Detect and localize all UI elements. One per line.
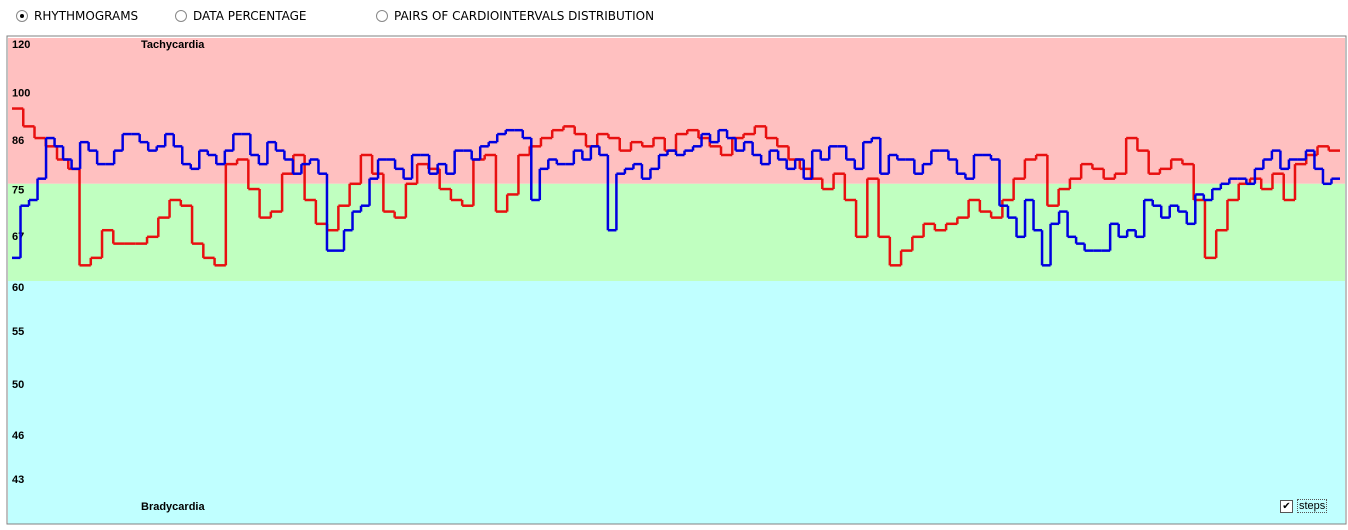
y-tick-label: 60 <box>12 282 24 294</box>
zone <box>8 38 1345 184</box>
zone-label: Tachycardia <box>141 39 205 51</box>
zone <box>8 183 1345 281</box>
mode-radio[interactable]: RHYTHMOGRAMS <box>16 9 138 23</box>
mode-label[interactable]: RHYTHMOGRAMS <box>34 9 139 23</box>
y-tick-label: 50 <box>12 379 24 391</box>
y-tick-label: 75 <box>12 185 24 197</box>
y-tick-label: 55 <box>12 326 24 338</box>
mode-label[interactable]: DATA PERCENTAGE <box>193 9 307 23</box>
checkbox-label[interactable]: steps <box>1297 499 1328 513</box>
y-tick-label: 46 <box>12 430 24 442</box>
y-tick-label: 86 <box>12 135 24 147</box>
mode-radio[interactable]: PAIRS OF CARDIOINTERVALS DISTRIBUTION <box>376 9 654 23</box>
mode-bar: RHYTHMOGRAMS DATA PERCENTAGE PAIRS OF CARD… <box>0 0 1348 34</box>
checkbox-box[interactable]: ✔ <box>1280 499 1293 513</box>
steps-checkbox[interactable]: ✔ steps <box>1280 499 1328 513</box>
radio-dot[interactable] <box>175 10 187 22</box>
y-tick-label: 43 <box>12 474 24 486</box>
y-tick-label: 100 <box>12 88 30 100</box>
y-tick-label: 120 <box>12 39 30 51</box>
radio-dot[interactable] <box>376 10 388 22</box>
mode-radio[interactable]: DATA PERCENTAGE <box>175 9 307 23</box>
step-riser <box>19 130 1333 266</box>
step-riser <box>22 108 1330 266</box>
radio-dot[interactable] <box>16 10 28 22</box>
zone <box>8 281 1345 524</box>
panel-border <box>6 35 1347 525</box>
mode-label[interactable]: PAIRS OF CARDIOINTERVALS DISTRIBUTION <box>394 9 655 23</box>
y-tick-label: 67 <box>12 231 24 243</box>
zone-label: Bradycardia <box>141 501 205 513</box>
